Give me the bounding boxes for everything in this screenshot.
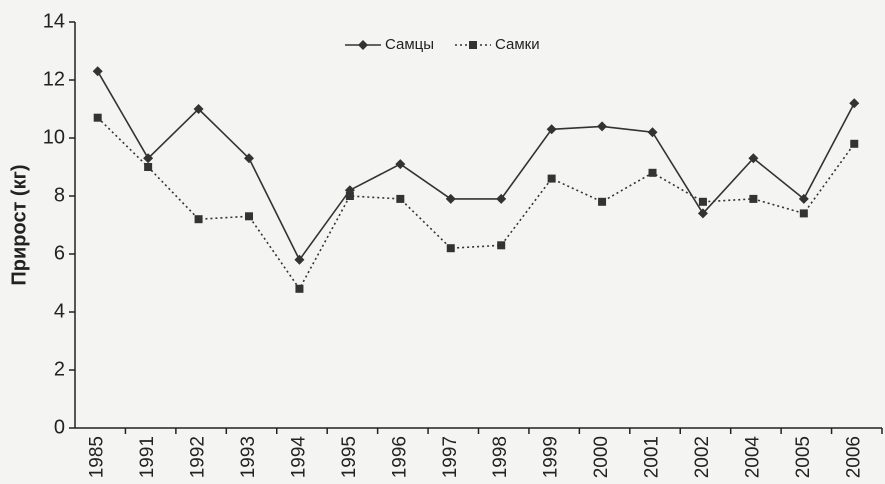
point xyxy=(648,168,657,177)
x-tick-label: 1994 xyxy=(288,436,309,479)
y-tick-label: 12 xyxy=(43,68,65,90)
point xyxy=(245,212,254,221)
y-tick-label: 6 xyxy=(54,242,65,264)
y-tick-label: 2 xyxy=(54,358,65,380)
y-axis-label: Прирост (кг) xyxy=(8,164,30,285)
x-tick-label: 1993 xyxy=(238,436,259,478)
legend-label: Самцы xyxy=(385,36,434,53)
point xyxy=(143,153,154,164)
point xyxy=(547,174,556,183)
point xyxy=(445,193,456,204)
point xyxy=(345,192,354,200)
series-line xyxy=(97,70,855,262)
point xyxy=(93,113,102,122)
point xyxy=(497,241,506,250)
point xyxy=(294,254,305,265)
x-tick-label: 1992 xyxy=(188,436,209,478)
x-tick-label: 2002 xyxy=(692,436,713,478)
x-tick-label: 1996 xyxy=(389,436,410,478)
point xyxy=(647,127,658,138)
x-tick-label: 1995 xyxy=(339,436,360,478)
point xyxy=(144,163,153,171)
point xyxy=(749,194,758,203)
point xyxy=(395,159,406,170)
y-tick-label: 14 xyxy=(43,10,65,32)
series-line xyxy=(97,117,855,291)
point xyxy=(598,197,607,206)
point xyxy=(850,139,859,148)
point xyxy=(748,153,759,164)
x-tick-label: 2005 xyxy=(793,436,814,478)
point xyxy=(446,244,455,253)
x-tick-label: 1985 xyxy=(87,436,108,478)
point xyxy=(698,197,707,206)
x-tick-label: 1997 xyxy=(440,436,461,478)
legend-marker xyxy=(469,41,477,49)
x-tick-label: 2001 xyxy=(642,436,663,478)
y-tick-label: 0 xyxy=(54,416,65,438)
point xyxy=(92,66,103,77)
point xyxy=(798,193,809,204)
x-tick-label: 1999 xyxy=(541,436,562,478)
x-tick-label: 2000 xyxy=(591,436,612,478)
point xyxy=(849,98,860,109)
y-tick-label: 4 xyxy=(54,300,65,322)
x-tick-label: 2004 xyxy=(742,436,763,479)
y-tick-label: 8 xyxy=(54,184,65,206)
legend-label: Самки xyxy=(495,36,540,53)
point xyxy=(496,193,507,204)
point xyxy=(193,104,204,114)
point xyxy=(396,194,405,203)
x-tick-label: 1998 xyxy=(490,436,511,478)
point xyxy=(194,215,203,224)
x-tick-label: 1991 xyxy=(137,436,158,478)
point xyxy=(697,208,708,219)
point xyxy=(597,121,608,132)
y-tick-label: 10 xyxy=(43,126,65,148)
x-tick-label: 2006 xyxy=(843,436,864,478)
point xyxy=(546,124,557,135)
legend-marker xyxy=(358,40,368,50)
point xyxy=(295,284,304,293)
point xyxy=(799,209,808,218)
point xyxy=(244,153,255,164)
